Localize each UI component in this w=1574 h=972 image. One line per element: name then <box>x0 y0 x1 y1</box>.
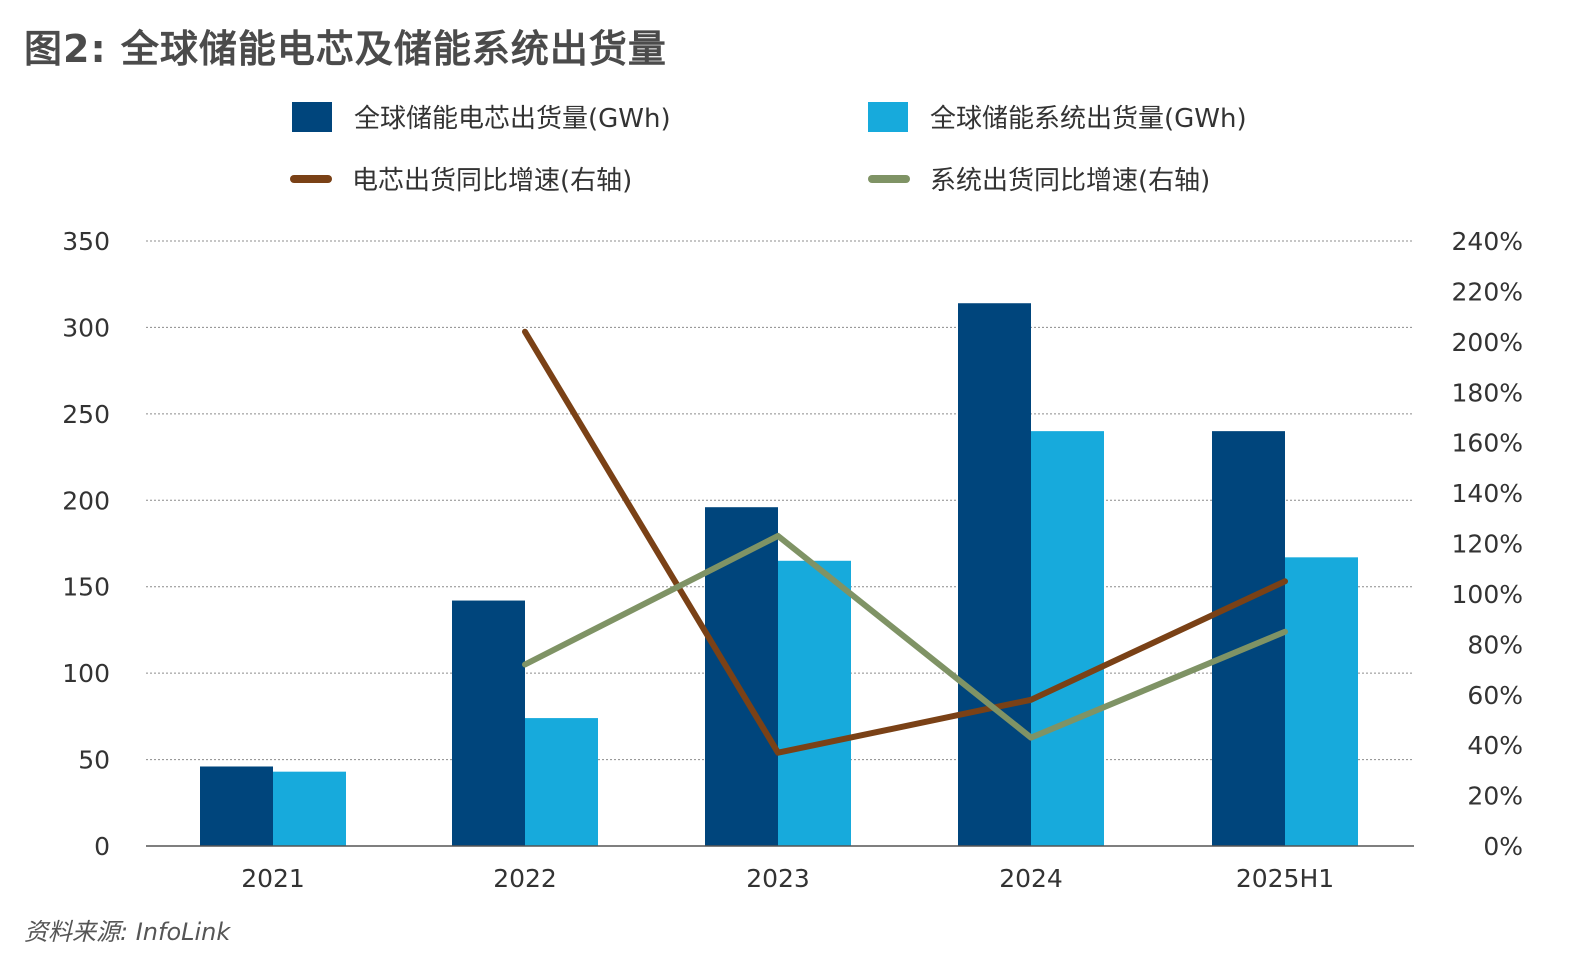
y-left-tick-label: 50 <box>78 746 110 775</box>
bar-system-shipments <box>1285 557 1358 846</box>
bar-cell-shipments <box>200 766 273 846</box>
y-right-tick-label: 160% <box>1452 429 1523 458</box>
bar-system-shipments <box>273 771 346 846</box>
source-note: 资料来源: InfoLink <box>24 918 231 946</box>
y-right-tick-label: 40% <box>1467 731 1523 760</box>
y-right-tick-label: 220% <box>1452 277 1523 306</box>
y-left-tick-label: 200 <box>62 486 110 515</box>
bar-cell-shipments <box>958 303 1031 846</box>
y-right-tick-label: 140% <box>1452 479 1523 508</box>
y-left-tick-label: 100 <box>62 659 110 688</box>
y-left-tick-label: 150 <box>62 573 110 602</box>
line-system-growth <box>522 532 1288 741</box>
y-right-tick-label: 20% <box>1467 782 1523 811</box>
y-left-tick-label: 250 <box>62 400 110 429</box>
axes: 0 50 100 150 200 250 300 350 0% 20% 40% 60% 80% 100% 1… <box>62 227 1523 893</box>
y-right-tick-label: 80% <box>1467 630 1523 659</box>
y-left-tick-label: 300 <box>62 313 110 342</box>
line-cell-growth <box>522 328 1288 756</box>
growth-lines <box>522 328 1288 756</box>
y-right-tick-label: 240% <box>1452 227 1523 256</box>
bar-cell-shipments <box>452 600 525 846</box>
y-right-tick-label: 60% <box>1467 681 1523 710</box>
y-right-tick-label: 200% <box>1452 328 1523 357</box>
bar-system-shipments <box>778 560 851 846</box>
bar-system-shipments <box>1031 431 1104 846</box>
y-right-tick-label: 100% <box>1452 580 1523 609</box>
bars <box>200 303 1358 846</box>
bar-system-shipments <box>525 718 598 846</box>
y-left-tick-label: 0 <box>94 832 110 861</box>
y-right-tick-label: 180% <box>1452 378 1523 407</box>
y-right-tick-label: 120% <box>1452 530 1523 559</box>
bar-cell-shipments <box>705 507 778 846</box>
chart-title: 图2: 全球储能电芯及储能系统出货量 <box>24 27 667 71</box>
y-right-tick-label: 0% <box>1483 832 1523 861</box>
y-left-tick-label: 350 <box>62 227 110 256</box>
x-tick-label: 2024 <box>999 864 1063 893</box>
x-tick-label: 2022 <box>493 864 557 893</box>
x-tick-label: 2025H1 <box>1236 864 1334 893</box>
x-tick-label: 2023 <box>746 864 810 893</box>
x-tick-label: 2021 <box>241 864 305 893</box>
